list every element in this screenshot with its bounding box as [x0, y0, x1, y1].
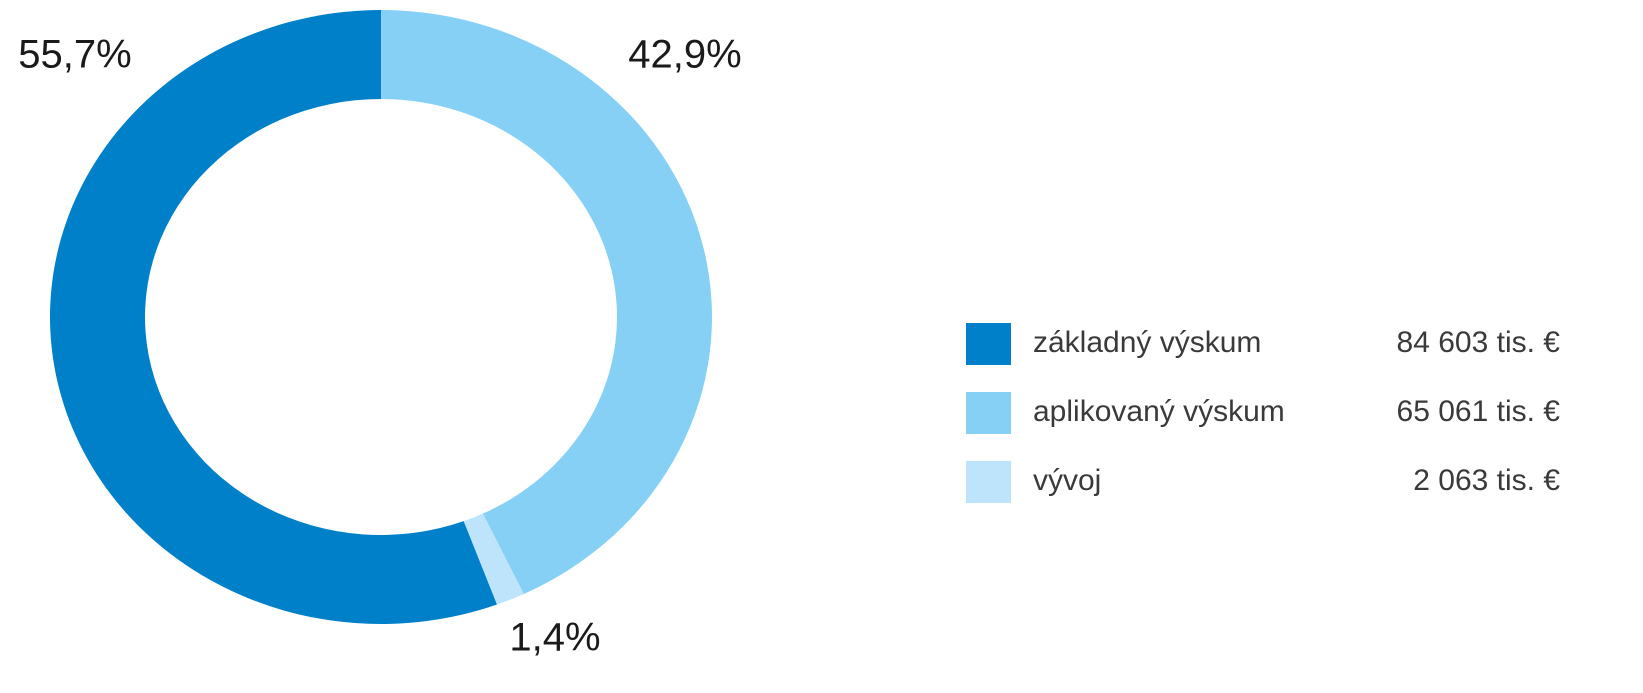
donut-segment	[381, 10, 713, 594]
legend-swatch	[966, 392, 1011, 434]
legend-label: vývoj	[1033, 464, 1101, 497]
legend-label: aplikovaný výskum	[1033, 395, 1285, 428]
legend-amount: 2 063 tis. €	[1413, 464, 1560, 497]
donut-segment	[49, 10, 498, 625]
value-label: 1,4%	[509, 616, 600, 660]
legend-amount: 65 061 tis. €	[1397, 395, 1561, 428]
legend-swatch	[966, 323, 1011, 365]
legend-label: základný výskum	[1033, 326, 1261, 359]
donut-segment	[463, 513, 524, 605]
legend-amount: 84 603 tis. €	[1397, 326, 1561, 359]
legend-swatch	[966, 461, 1011, 503]
value-label: 42,9%	[628, 33, 741, 77]
value-label: 55,7%	[18, 33, 131, 77]
